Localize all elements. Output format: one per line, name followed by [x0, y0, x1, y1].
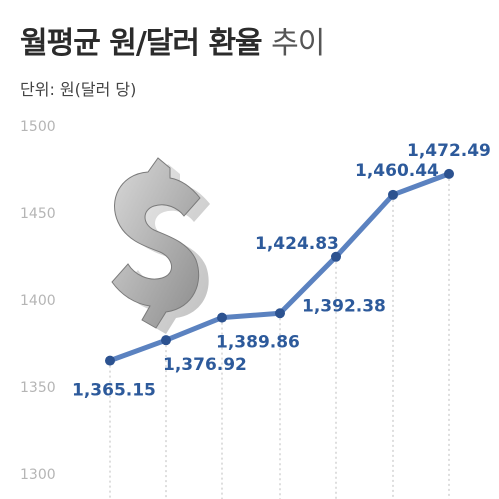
- data-label: 1,365.15: [72, 381, 156, 401]
- data-point: [217, 312, 227, 323]
- grid-lines: [109, 173, 450, 499]
- data-label: 1,376.92: [163, 355, 247, 375]
- dollar-sign-icon: [111, 157, 210, 334]
- y-tick-label: 1450: [20, 206, 56, 222]
- data-label: 1,389.86: [216, 333, 300, 353]
- y-tick-label: 1400: [20, 293, 56, 309]
- data-point: [105, 355, 115, 366]
- y-axis-ticks: 1300 1350 1400 1450 1500: [20, 119, 56, 483]
- data-markers: [105, 168, 454, 366]
- chart-unit-label: 단위: 원(달러 당): [20, 80, 137, 99]
- data-point: [275, 308, 285, 319]
- data-label: 1,424.83: [255, 234, 339, 254]
- data-label: 1,472.49: [407, 141, 491, 161]
- y-tick-label: 1300: [20, 467, 56, 483]
- y-tick-label: 1350: [20, 380, 56, 396]
- data-label: 1,392.38: [302, 296, 386, 316]
- data-point: [161, 335, 171, 346]
- data-point: [388, 189, 398, 200]
- chart-title: 월평균 원/달러 환율 추이: [20, 18, 325, 62]
- y-tick-label: 1500: [20, 119, 56, 135]
- chart-title-main: 월평균 원/달러 환율: [20, 26, 263, 61]
- data-labels: 1,365.15 1,376.921,389.861,392.38 1,424.83…: [72, 141, 491, 401]
- data-label: 1,460.44: [355, 161, 439, 181]
- data-point: [331, 251, 341, 262]
- chart-title-suffix: 추이: [271, 26, 325, 61]
- data-point: [444, 168, 454, 179]
